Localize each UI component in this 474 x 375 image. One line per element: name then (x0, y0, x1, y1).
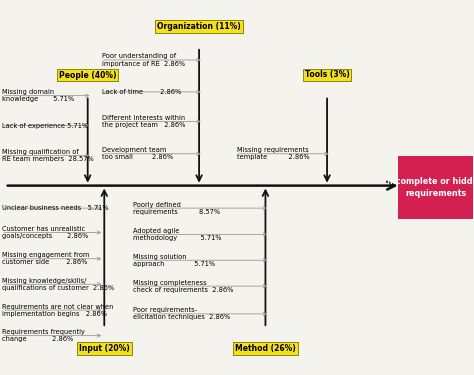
Text: Different interests within
the project team   2.86%: Different interests within the project t… (102, 115, 185, 128)
Text: Tools (3%): Tools (3%) (305, 70, 349, 80)
Text: Missing engagement from
customer side        2.86%: Missing engagement from customer side 2.… (2, 252, 90, 266)
Text: Lack of experience 5.71%: Lack of experience 5.71% (2, 123, 89, 129)
Text: Adopted agile
methodology           5.71%: Adopted agile methodology 5.71% (133, 228, 221, 241)
Text: Missing knowledge/skills/
qualifications of customer  2.86%: Missing knowledge/skills/ qualifications… (2, 278, 115, 291)
Text: Poorly defined
requirements          8.57%: Poorly defined requirements 8.57% (133, 201, 220, 215)
Text: Unclear business needs   5.71%: Unclear business needs 5.71% (2, 205, 109, 211)
Text: Missing completeness
check of requirements  2.86%: Missing completeness check of requiremen… (133, 279, 233, 293)
Text: Organization (11%): Organization (11%) (157, 22, 241, 31)
Text: Method (26%): Method (26%) (235, 344, 296, 353)
Text: Development team
too small         2.86%: Development team too small 2.86% (102, 147, 173, 160)
Text: Requirements are not clear when
implementation begins   2.86%: Requirements are not clear when implemen… (2, 303, 114, 317)
Text: Poor requirements-
elicitation techniques  2.86%: Poor requirements- elicitation technique… (133, 307, 230, 321)
Text: Input (20%): Input (20%) (79, 344, 130, 353)
Text: Poor understanding of
importance of RE  2.86%: Poor understanding of importance of RE 2… (102, 53, 185, 67)
Text: Lack of time        2.86%: Lack of time 2.86% (102, 89, 181, 95)
Text: Incomplete or hidden
requirements: Incomplete or hidden requirements (387, 177, 474, 198)
FancyBboxPatch shape (398, 156, 473, 219)
Text: People (40%): People (40%) (59, 70, 117, 80)
Text: Missing solution
approach              5.71%: Missing solution approach 5.71% (133, 254, 215, 267)
Text: Requirements frequently
change            2.86%: Requirements frequently change 2.86% (2, 329, 85, 342)
Text: Missing domain
knowledge       5.71%: Missing domain knowledge 5.71% (2, 89, 74, 102)
Text: Missing qualification of
RE team members  28.57%: Missing qualification of RE team members… (2, 149, 94, 162)
Text: Missing requirements
template          2.86%: Missing requirements template 2.86% (237, 147, 310, 160)
Text: Customer has unrealistic
goals/concepts       2.86%: Customer has unrealistic goals/concepts … (2, 226, 89, 239)
